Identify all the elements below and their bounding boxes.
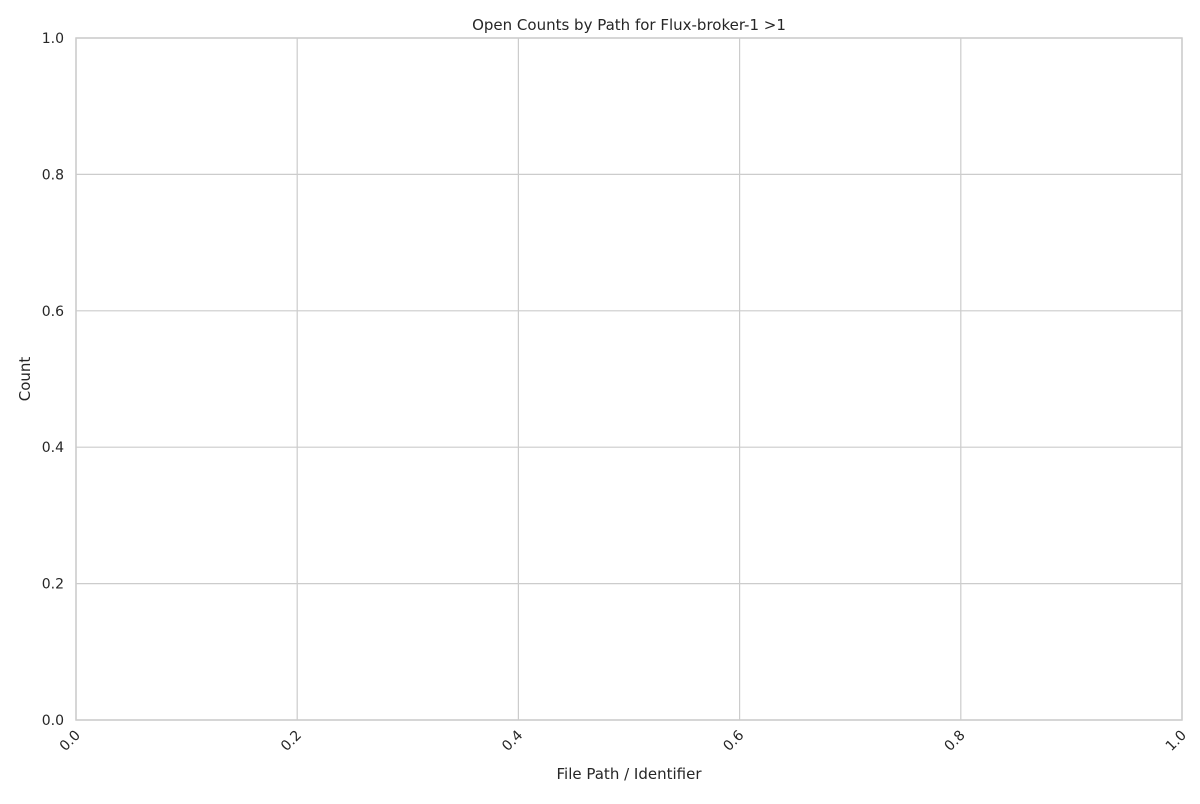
chart-title: Open Counts by Path for Flux-broker-1 >1 (472, 16, 786, 34)
y-tick-label: 0.0 (42, 713, 64, 729)
y-tick-labels: 0.0 0.2 0.4 0.6 0.8 1.0 (42, 31, 64, 729)
y-tick-label: 0.4 (42, 440, 64, 456)
plot-frame (75, 37, 1183, 721)
y-tick-label: 0.2 (42, 577, 64, 593)
x-axis-label: File Path / Identifier (557, 765, 703, 783)
y-tick-label: 0.6 (42, 304, 64, 320)
y-tick-label: 1.0 (42, 31, 64, 47)
y-axis-label: Count (16, 357, 34, 402)
y-tick-label: 0.8 (42, 167, 64, 183)
